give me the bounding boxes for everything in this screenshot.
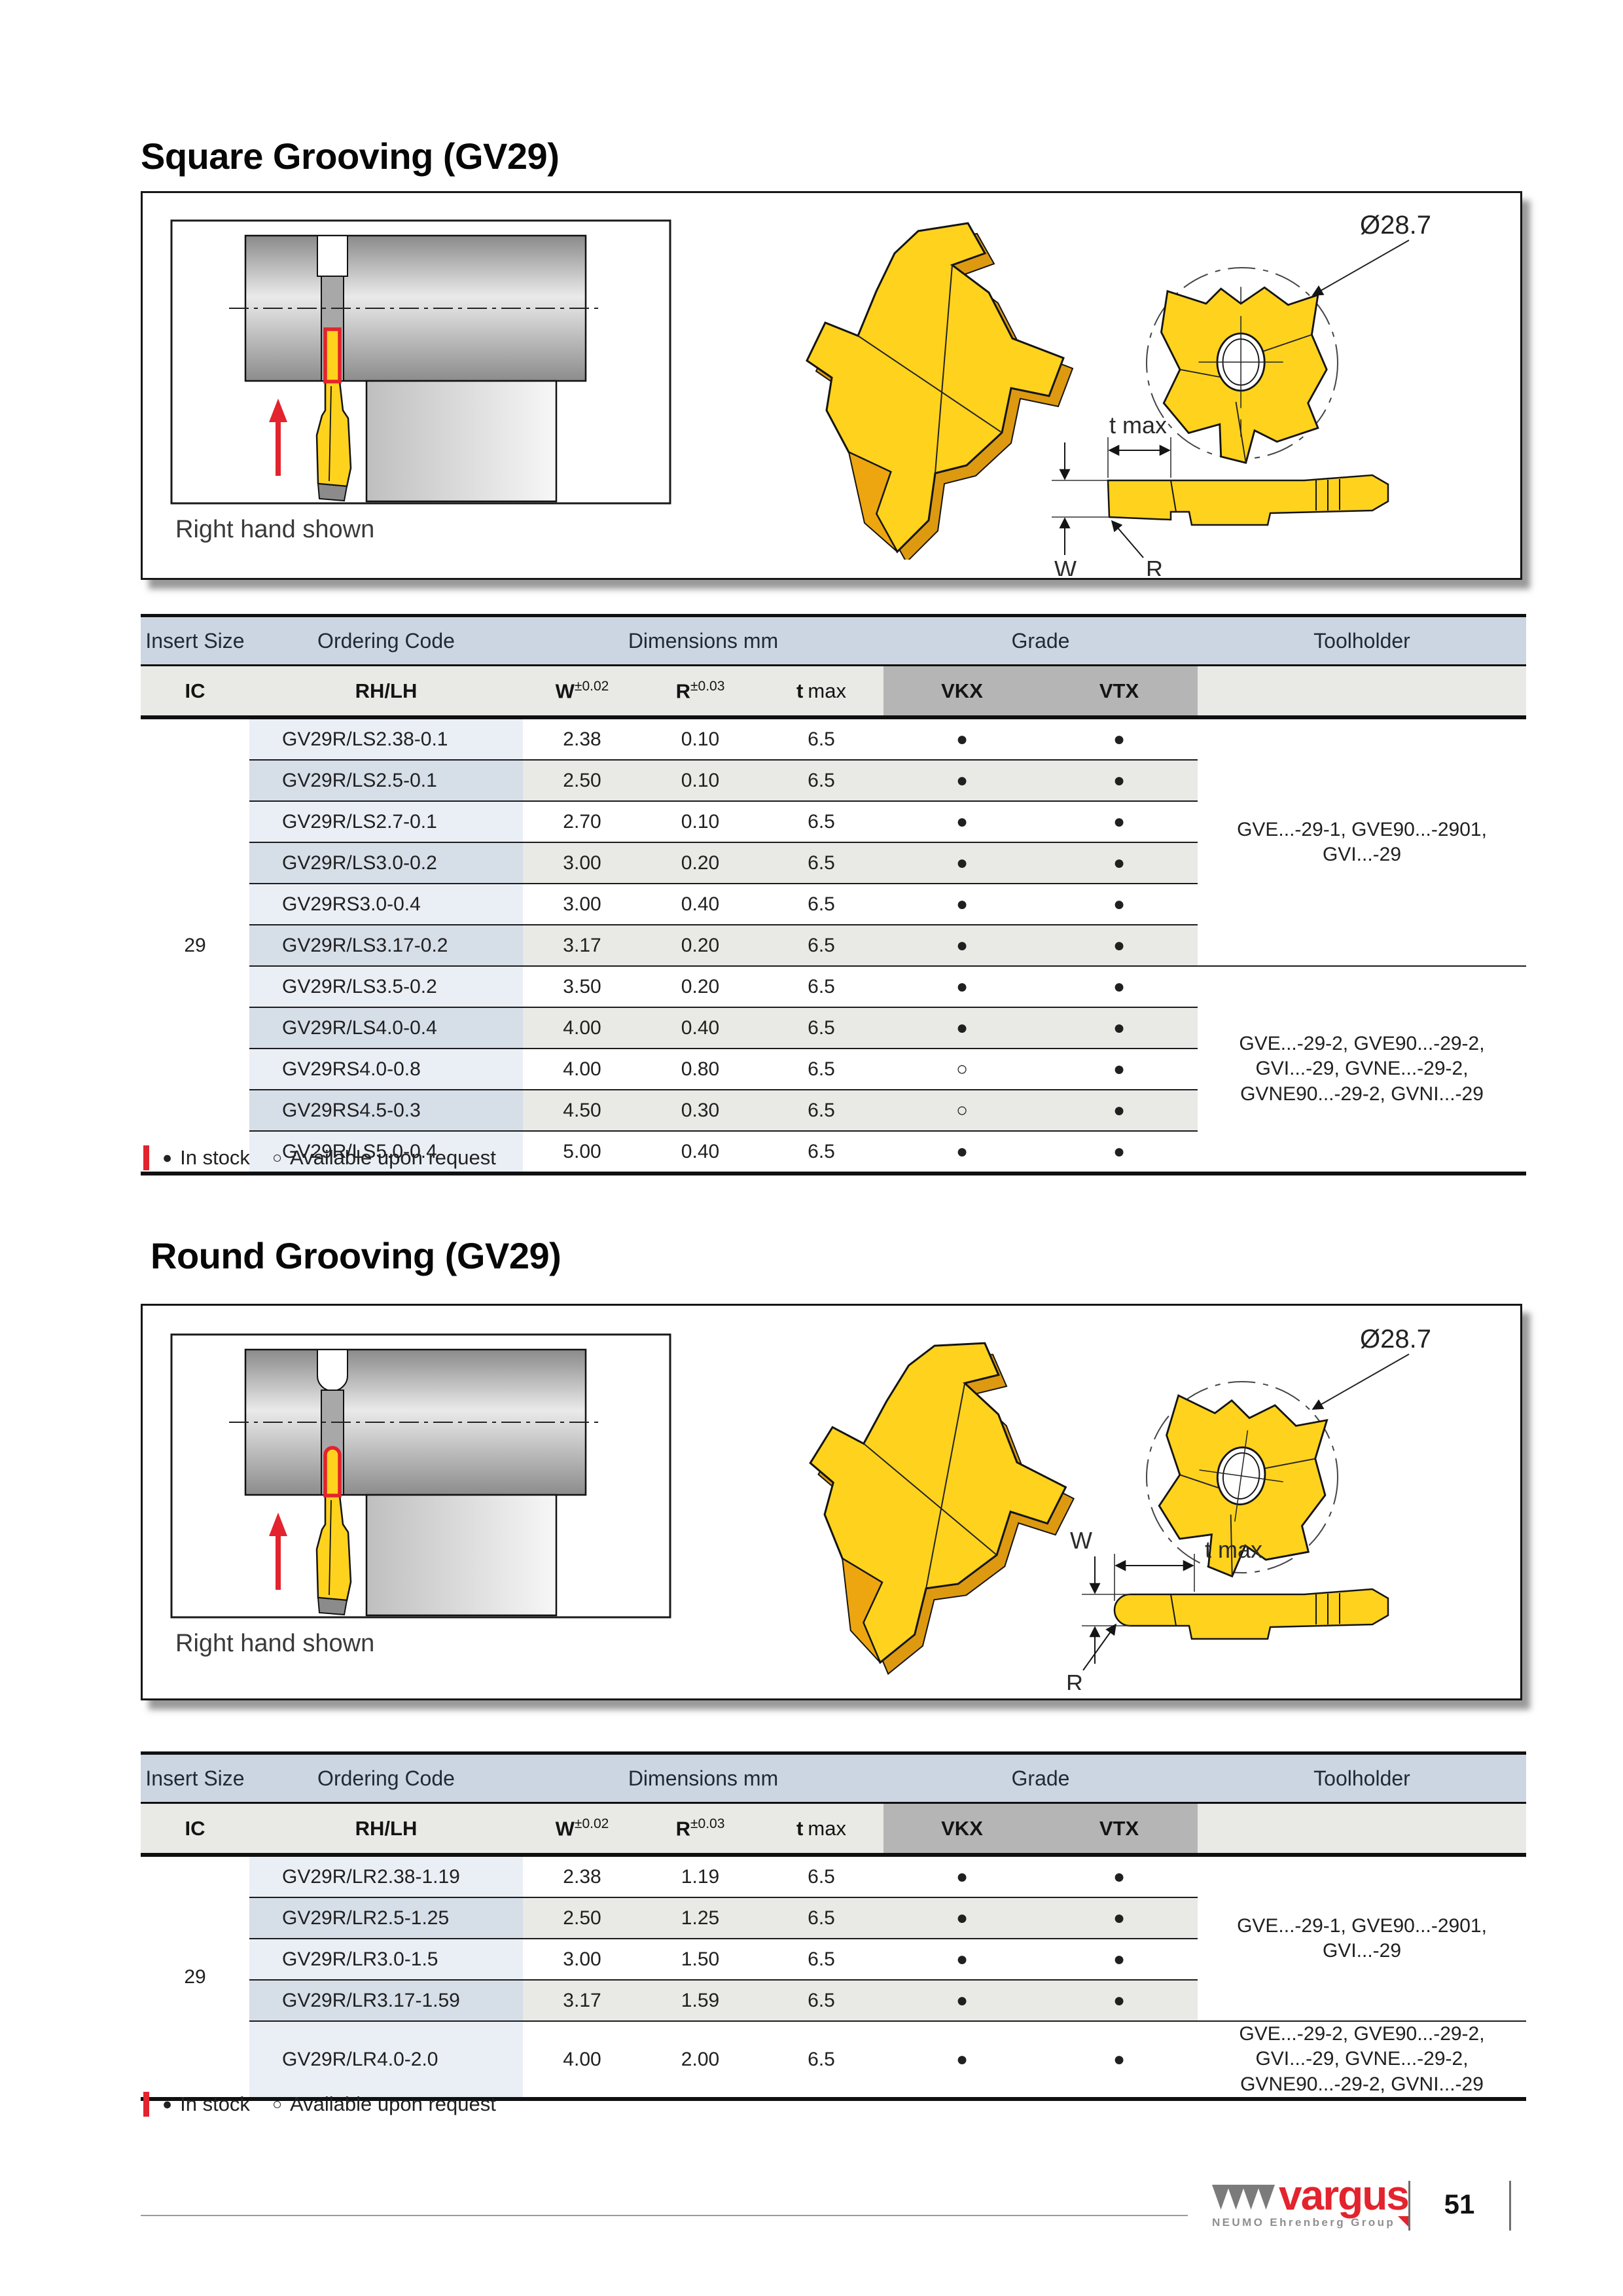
caption-right-hand-shown: Right hand shown [175,1630,374,1657]
square-grooving-diagram-panel: Right hand shown Ø28.7 [141,191,1522,580]
round-grooving-diagram-panel: Right hand shown Ø28.7 [141,1304,1522,1700]
tmax-label: t max [1109,412,1167,439]
r-label: R [1066,1670,1083,1690]
vargus-logo-mark-icon [1212,2184,1275,2210]
insert-dimension-illustration: Ø28.7 [1052,211,1431,576]
insert-3d-illustration [809,1342,1075,1676]
table-row: GV29R/LR4.0-2.0 4.00 2.00 6.5 ● ● GVE...… [141,2021,1526,2100]
workpiece-illustration: Right hand shown [170,1333,671,1657]
table-row: GV29R/LR3.0-1.5 3.00 1.50 6.5 ● ● [141,1939,1526,1981]
diameter-label: Ø28.7 [1360,1325,1431,1354]
col-toolholder: Toolholder [1198,615,1526,666]
table-row: GV29RS4.5-0.3 4.50 0.30 6.5 ○ ● [141,1090,1526,1132]
table-header-row: Insert Size Ordering Code Dimensions mm … [141,1753,1526,1804]
grade-vkx: ● [883,717,1041,761]
footer-rule [141,2215,1188,2216]
table-row: GV29R/LS3.0-0.2 3.00 0.20 6.5 ● ● [141,842,1526,884]
toolholder-cell: GVE...-29-2, GVE90...-29-2, GVI...-29, G… [1198,2021,1526,2100]
insert-size-cell: 29 [141,1855,249,2100]
insert-3d-illustration [806,222,1074,560]
tmax-label: t max [1205,1536,1262,1563]
round-grooving-table: Insert Size Ordering Code Dimensions mm … [141,1751,1526,2102]
table-row: 29 GV29R/LS2.38-0.1 2.38 0.10 6.5 ● ● GV… [141,717,1526,1174]
open-dot-icon: ○ [272,1148,283,1167]
diameter-label: Ø28.7 [1360,211,1431,240]
machined-diameter-block [365,380,558,503]
col-tmax: t max [759,665,883,719]
col-dimensions: Dimensions mm [523,615,883,666]
table-row: GV29RS4.0-0.8 4.00 0.80 6.5 ○ ● [141,1049,1526,1090]
col-insert-size: Insert Size [141,615,249,666]
tool-shank [317,1596,348,1616]
toolholder-cell: GVE...-29-1, GVE90...-2901, GVI...-29 [1198,1855,1526,2022]
section-title-round-grooving: Round Grooving (GV29) [151,1235,562,1276]
col-rhlh: RH/LH [249,665,523,719]
caption-right-hand-shown: Right hand shown [175,516,374,543]
table-row: GV29RS3.0-0.4 3.00 0.40 6.5 ● ● [141,884,1526,925]
w-label: W [1070,1527,1092,1554]
grade-vtx: ● [1041,717,1198,761]
col-toolholder-spacer [1198,665,1526,719]
brand-name: vargus [1279,2172,1410,2219]
col-vtx: VTX [1041,665,1198,719]
workpiece-illustration: Right hand shown [170,219,671,543]
table-row: GV29R/LS4.0-0.4 4.00 0.40 6.5 ● ● [141,1007,1526,1049]
filled-dot-icon: ● [162,2094,173,2113]
insert-tip-highlight [323,327,342,384]
col-w: W±0.02 [523,665,641,719]
inscribed-circle [1146,1381,1338,1573]
brand-subtitle: NEUMO Ehrenberg Group [1212,2215,1396,2229]
table-row: GV29R/LS3.5-0.2 3.50 0.20 6.5 ● ● GVE...… [141,966,1526,1174]
table-row: GV29R/LS2.5-0.1 2.50 0.10 6.5 ● ● [141,760,1526,802]
insert-size-cell: 29 [141,717,249,1174]
footer-divider [1408,2181,1410,2231]
col-ic: IC [141,665,249,719]
insert-dimension-illustration: Ø28.7 W [1066,1325,1431,1690]
insert-tip-highlight [323,1446,342,1498]
toolholder-cell: GVE...-29-1, GVE90...-2901, GVI...-29 [1198,717,1526,967]
col-grade: Grade [883,615,1198,666]
toolholder-cell: GVE...-29-2, GVE90...-29-2, GVI...-29, G… [1198,966,1526,1174]
table-row: GV29R/LR2.5-1.25 2.50 1.25 6.5 ● ● [141,1897,1526,1939]
col-r: R±0.03 [641,665,759,719]
section-title-square-grooving: Square Grooving (GV29) [141,135,560,177]
insert-profile-view: t max W R [1052,412,1389,576]
vargus-logo: vargus NEUMO Ehrenberg Group [1212,2172,1415,2229]
table-row: GV29R/LS2.7-0.1 2.70 0.10 6.5 ● ● [141,801,1526,843]
footer-divider [1509,2181,1511,2231]
logo-red-triangle [1398,2215,1409,2227]
square-grooving-table: Insert Size Ordering Code Dimensions mm … [141,614,1526,1175]
table-row: GV29R/LS5.0-0.4 5.00 0.40 6.5 ● ● [141,1131,1526,1174]
table-header-row: Insert Size Ordering Code Dimensions mm … [141,615,1526,666]
ordering-code-cell: GV29R/LS2.38-0.1 [249,717,523,761]
stock-legend: ● In stock ○ Available upon request [143,1145,518,1170]
tool-shank [317,482,348,502]
table-subheader-row: IC RH/LH W±0.02 R±0.03 t max VKX VTX [141,1803,1526,1857]
table-row: 29 GV29R/LR2.38-1.19 2.38 1.19 6.5 ● ● G… [141,1855,1526,2100]
legend-red-bar [143,1145,149,1170]
legend-red-bar [143,2092,149,2117]
col-ordering-code: Ordering Code [249,615,523,666]
open-dot-icon: ○ [272,2094,283,2113]
insert-front-view [1160,286,1328,464]
col-vkx: VKX [883,665,1041,719]
table-subheader-row: IC RH/LH W±0.02 R±0.03 t max VKX VTX [141,665,1526,719]
w-label: W [1054,556,1077,576]
page-number: 51 [1444,2189,1475,2219]
filled-dot-icon: ● [162,1148,173,1167]
insert-front-view [1158,1394,1329,1578]
table-row: GV29R/LS3.17-0.2 3.17 0.20 6.5 ● ● [141,925,1526,967]
insert-profile-view: W t max R [1066,1527,1389,1690]
r-label: R [1146,556,1163,576]
stock-legend: ● In stock ○ Available upon request [143,2092,518,2117]
table-row: GV29R/LR3.17-1.59 3.17 1.59 6.5 ● ● [141,1980,1526,2022]
